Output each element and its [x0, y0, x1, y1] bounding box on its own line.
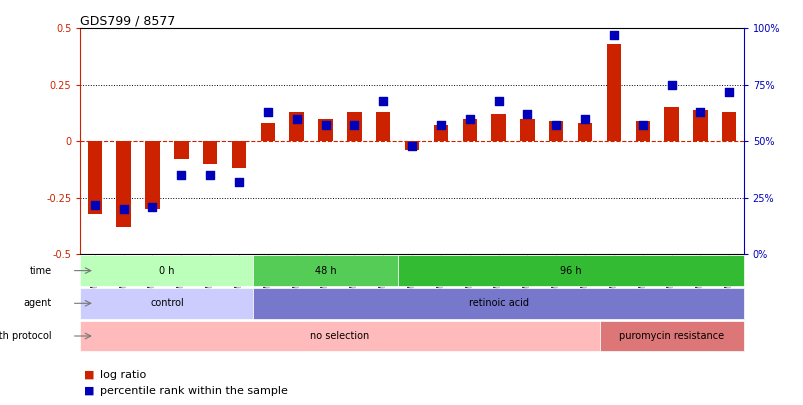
Point [463, 115, 475, 122]
Text: control: control [150, 298, 184, 308]
Bar [231, 141, 246, 168]
Bar [260, 123, 275, 141]
Point [146, 204, 159, 210]
Point [722, 88, 735, 95]
Point [261, 109, 274, 115]
Text: ■: ■ [84, 386, 95, 396]
Point [664, 81, 677, 88]
Text: growth protocol: growth protocol [0, 331, 51, 341]
Point [693, 109, 706, 115]
Text: 0 h: 0 h [159, 266, 174, 276]
Bar [88, 141, 102, 213]
FancyBboxPatch shape [397, 255, 743, 286]
Bar [347, 112, 361, 141]
Bar [491, 114, 505, 141]
FancyBboxPatch shape [253, 288, 743, 319]
Bar [202, 141, 217, 164]
Point [491, 97, 504, 104]
FancyBboxPatch shape [80, 255, 253, 286]
Point [549, 122, 562, 129]
Text: retinoic acid: retinoic acid [468, 298, 528, 308]
Bar [289, 112, 304, 141]
Point [635, 122, 648, 129]
Point [290, 115, 303, 122]
Point [520, 111, 533, 117]
Bar [606, 44, 621, 141]
Text: time: time [30, 266, 51, 276]
Bar [433, 126, 447, 141]
Text: puromycin resistance: puromycin resistance [618, 331, 724, 341]
Bar [174, 141, 189, 160]
Text: ■: ■ [84, 370, 95, 379]
Bar [116, 141, 131, 227]
Point [348, 122, 361, 129]
Point [607, 32, 620, 38]
Point [406, 143, 418, 149]
Point [88, 201, 101, 208]
Bar [376, 112, 390, 141]
Bar [520, 119, 534, 141]
Text: agent: agent [23, 298, 51, 308]
Bar [405, 141, 418, 150]
Text: no selection: no selection [310, 331, 369, 341]
Text: log ratio: log ratio [100, 370, 147, 379]
Point [232, 179, 245, 185]
Bar [145, 141, 160, 209]
Text: 96 h: 96 h [559, 266, 581, 276]
Point [203, 172, 216, 179]
Point [578, 115, 591, 122]
FancyBboxPatch shape [80, 321, 599, 352]
FancyBboxPatch shape [599, 321, 743, 352]
Point [319, 122, 332, 129]
Point [175, 172, 188, 179]
Text: 48 h: 48 h [314, 266, 336, 276]
FancyBboxPatch shape [253, 255, 397, 286]
Point [434, 122, 446, 129]
Bar [634, 121, 649, 141]
Bar [318, 119, 332, 141]
Bar [692, 110, 707, 141]
Point [117, 206, 130, 212]
Bar [548, 121, 563, 141]
Text: GDS799 / 8577: GDS799 / 8577 [80, 14, 176, 27]
Bar [721, 112, 736, 141]
Bar [577, 123, 592, 141]
Point [377, 97, 389, 104]
Text: percentile rank within the sample: percentile rank within the sample [100, 386, 288, 396]
Bar [462, 119, 476, 141]
Bar [663, 107, 678, 141]
FancyBboxPatch shape [80, 288, 253, 319]
